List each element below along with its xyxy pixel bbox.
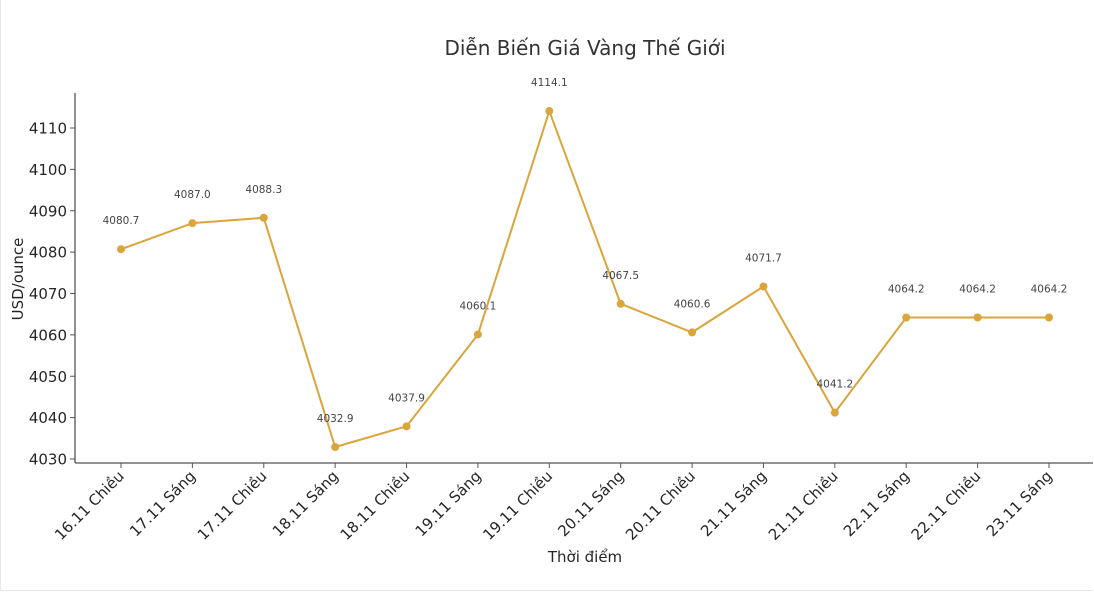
- price-line: [120, 110, 1049, 449]
- y-tick-label: 4060: [29, 326, 67, 344]
- x-tick-label: 21.11 Sáng: [697, 467, 770, 540]
- data-point-label: 4060.6: [674, 298, 711, 310]
- data-point-marker: [117, 245, 125, 254]
- chart-title: Diễn Biến Giá Vàng Thế Giới: [444, 36, 725, 60]
- y-tick-label: 4030: [29, 451, 67, 469]
- x-tick-label: 17.11 Chiều: [194, 467, 271, 544]
- data-point-marker: [331, 443, 340, 452]
- x-tick-label: 18.11 Sáng: [269, 467, 342, 540]
- data-point-marker: [188, 219, 197, 228]
- data-point-label: 4064.2: [959, 283, 996, 295]
- data-point-marker: [473, 330, 482, 339]
- data-point-label: 4087.0: [174, 189, 211, 201]
- data-point-label: 4032.9: [317, 413, 354, 425]
- y-tick-label: 4100: [29, 161, 67, 179]
- y-tick-label: 4040: [29, 409, 67, 427]
- data-point-marker: [688, 328, 697, 337]
- data-point-label: 4064.2: [1031, 283, 1068, 295]
- y-tick-label: 4110: [29, 120, 67, 138]
- data-point-marker: [902, 313, 911, 322]
- data-point-marker: [402, 422, 411, 431]
- y-tick-label: 4070: [29, 285, 67, 303]
- price-series: 4080.7 4087.0 4088.3 4032.9 4037.9 4060.1 4114…: [103, 77, 1068, 452]
- x-tick-label: 17.11 Sáng: [126, 467, 199, 540]
- data-point-label: 4067.5: [602, 270, 639, 282]
- data-point-label: 4071.7: [745, 252, 782, 264]
- data-point-marker: [830, 408, 839, 417]
- x-tick-label: 22.11 Sáng: [840, 467, 913, 540]
- x-tick-label: 16.11 Chiều: [51, 467, 128, 544]
- data-point-marker: [1045, 313, 1053, 322]
- y-tick-label: 4090: [29, 202, 67, 220]
- x-tick-label: 18.11 Chiều: [337, 467, 414, 544]
- data-point-label: 4037.9: [388, 392, 425, 404]
- data-point-label: 4060.1: [460, 300, 497, 312]
- y-axis-label: USD/ounce: [9, 238, 27, 321]
- x-tick-label: 22.11 Chiều: [908, 467, 985, 544]
- data-point-label: 4041.2: [816, 379, 853, 391]
- data-point-marker: [259, 213, 268, 222]
- y-axis: 4030 4040 4050 4060 4070 4080 4090 4100 4110: [29, 93, 76, 469]
- data-point-marker: [973, 313, 982, 322]
- data-point-label: 4114.1: [531, 77, 568, 89]
- data-point-label: 4064.2: [888, 283, 925, 295]
- data-point-label: 4088.3: [245, 184, 282, 196]
- x-tick-label: 19.11 Chiều: [479, 467, 556, 544]
- data-point-marker: [616, 299, 625, 308]
- x-axis-label: Thời điểm: [547, 548, 622, 566]
- y-tick-label: 4080: [29, 244, 67, 262]
- x-tick-label: 20.11 Sáng: [554, 467, 627, 540]
- data-point-marker: [759, 282, 768, 291]
- data-point-marker: [545, 107, 554, 116]
- x-tick-label: 23.11 Sáng: [983, 467, 1056, 540]
- x-tick-label: 21.11 Chiều: [765, 467, 842, 544]
- x-tick-label: 20.11 Chiều: [622, 467, 699, 544]
- data-point-label: 4080.7: [103, 215, 140, 227]
- y-tick-label: 4050: [29, 368, 67, 386]
- x-tick-label: 19.11 Sáng: [412, 467, 485, 540]
